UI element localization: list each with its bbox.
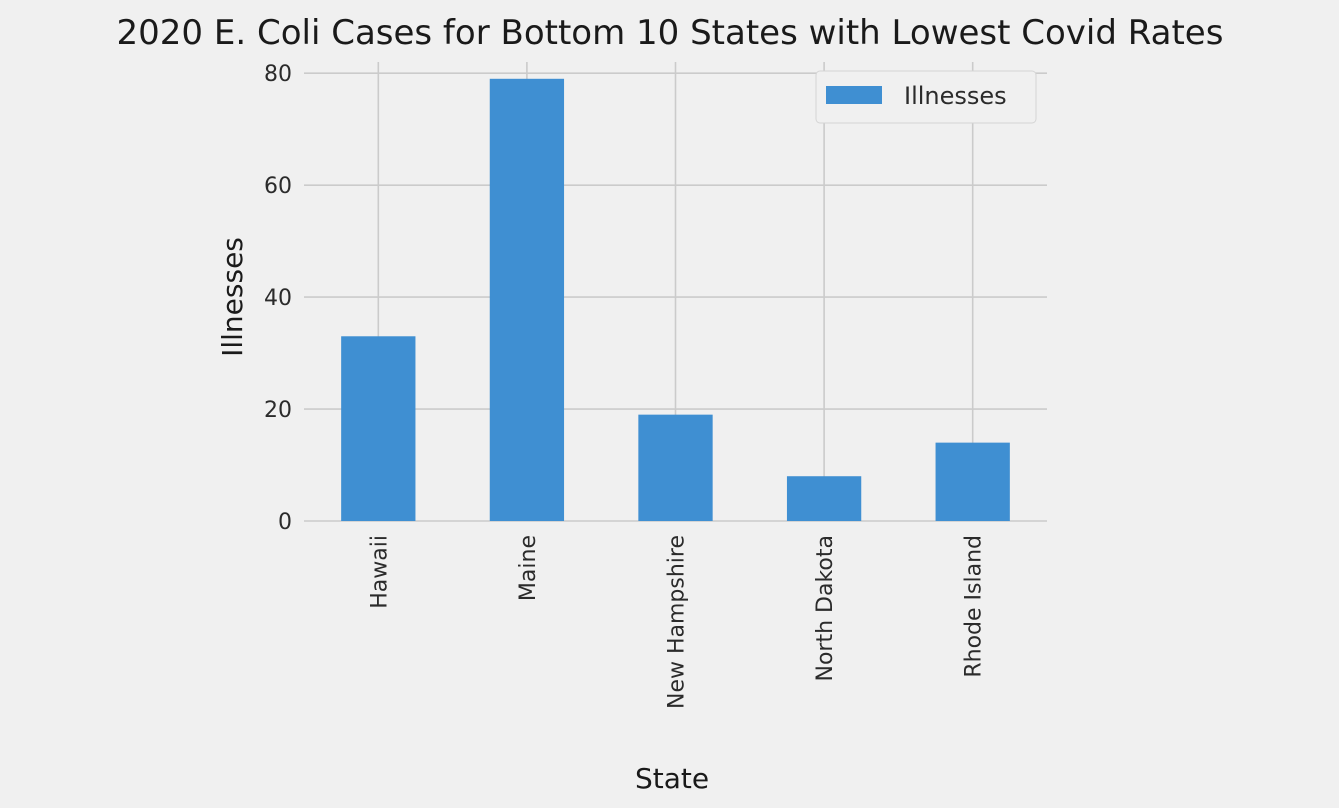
x-tick-labels: Hawaii Maine New Hampshire North Dakota Rhod… <box>367 535 986 709</box>
y-tick-label: 40 <box>264 286 292 311</box>
legend-label: Illnesses <box>904 82 1007 110</box>
legend-swatch <box>826 86 882 104</box>
x-tick-label: New Hampshire <box>665 535 690 709</box>
legend: Illnesses <box>815 70 1037 124</box>
bars <box>341 78 1010 521</box>
bar <box>638 414 713 521</box>
y-tick-label: 20 <box>264 398 292 423</box>
y-axis-label: Illnesses <box>216 237 249 357</box>
bar <box>786 476 862 521</box>
bar <box>489 78 565 521</box>
y-tick-label: 0 <box>278 510 292 535</box>
x-tick-label: North Dakota <box>813 535 838 681</box>
y-tick-label: 60 <box>264 174 292 199</box>
chart-title: 2020 E. Coli Cases for Bottom 10 States … <box>117 13 1224 53</box>
x-tick-label: Maine <box>516 535 541 601</box>
legend-box <box>815 70 1037 124</box>
x-tick-label: Hawaii <box>367 535 392 609</box>
y-tick-label: 80 <box>264 62 292 87</box>
bar <box>935 442 1010 521</box>
x-axis-label: State <box>635 762 709 795</box>
x-tick-label: Rhode Island <box>962 535 987 678</box>
bar <box>341 336 416 521</box>
y-tick-labels: 0 20 40 60 80 <box>264 62 292 535</box>
